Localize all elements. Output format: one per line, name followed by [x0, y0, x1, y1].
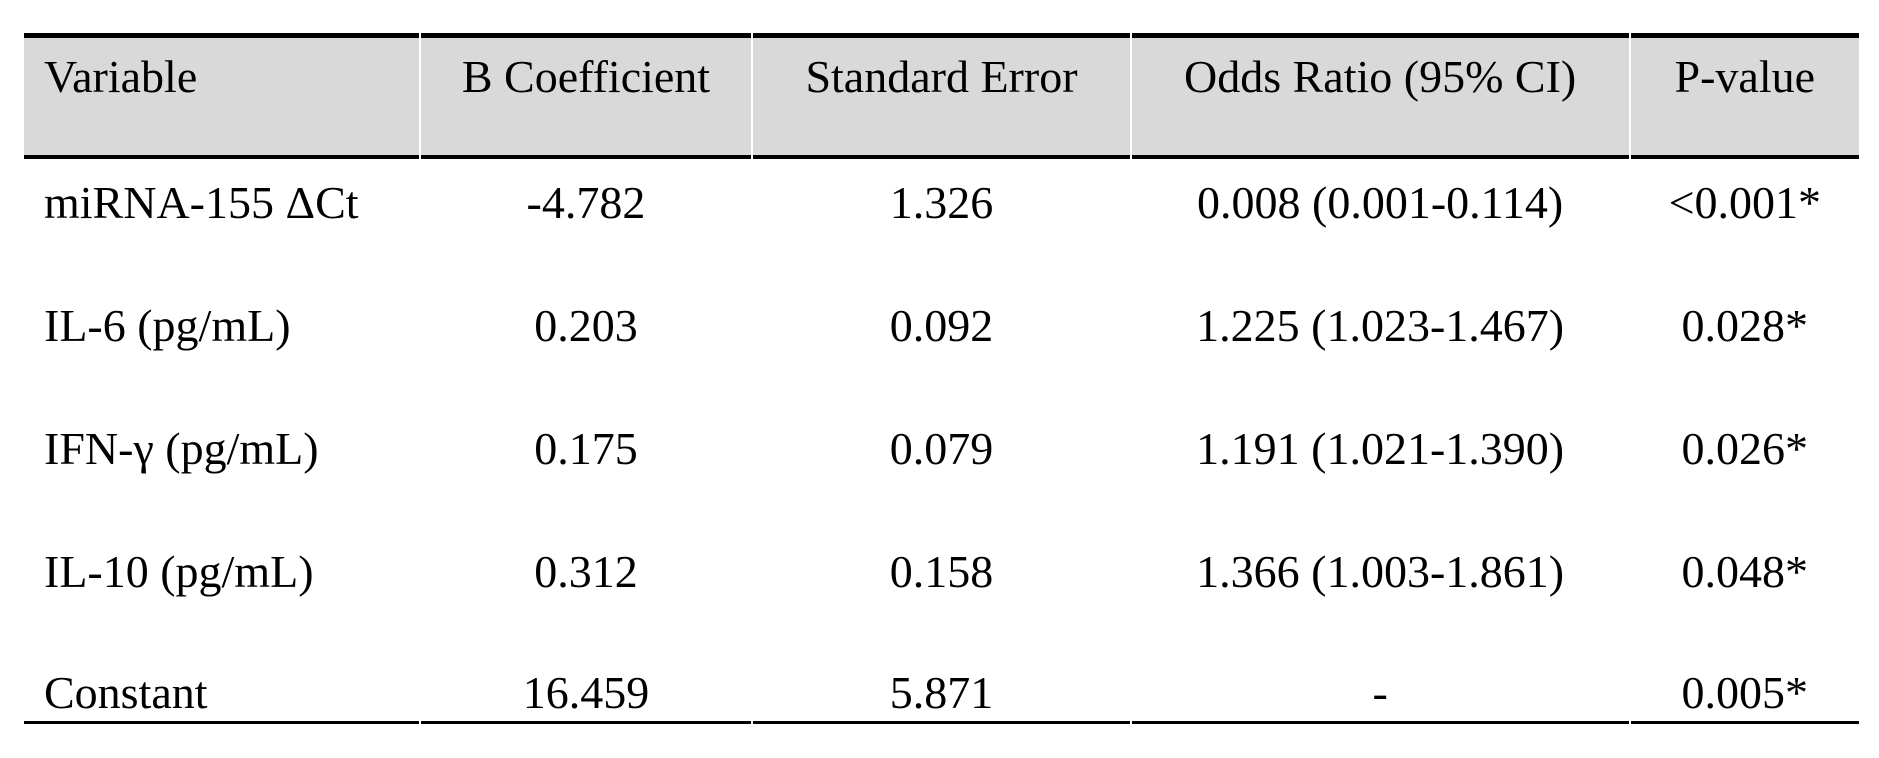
cell-odds-ratio: 0.008 (0.001-0.114) [1131, 159, 1629, 282]
cell-p-value: 0.048* [1630, 528, 1859, 651]
cell-standard-error: 1.326 [753, 159, 1130, 282]
table-row: IFN-γ (pg/mL) 0.175 0.079 1.191 (1.021-1… [24, 405, 1859, 528]
column-header-p-value: P-value [1630, 33, 1859, 159]
cell-standard-error: 0.079 [753, 405, 1130, 528]
table-body: miRNA-155 ΔCt -4.782 1.326 0.008 (0.001-… [24, 159, 1859, 724]
cell-p-value: <0.001* [1630, 159, 1859, 282]
cell-variable: IL-10 (pg/mL) [24, 528, 419, 651]
cell-p-value: 0.028* [1630, 282, 1859, 405]
cell-odds-ratio: 1.366 (1.003-1.861) [1131, 528, 1629, 651]
regression-results-table: Variable B Coefficient Standard Error Od… [22, 33, 1861, 724]
cell-standard-error: 0.092 [753, 282, 1130, 405]
cell-b-coefficient: -4.782 [420, 159, 752, 282]
cell-b-coefficient: 0.312 [420, 528, 752, 651]
cell-b-coefficient: 0.203 [420, 282, 752, 405]
cell-standard-error: 5.871 [753, 651, 1130, 724]
cell-odds-ratio: 1.191 (1.021-1.390) [1131, 405, 1629, 528]
cell-odds-ratio: - [1131, 651, 1629, 724]
column-header-standard-error: Standard Error [753, 33, 1130, 159]
cell-standard-error: 0.158 [753, 528, 1130, 651]
column-header-odds-ratio: Odds Ratio (95% CI) [1131, 33, 1629, 159]
table-header: Variable B Coefficient Standard Error Od… [24, 33, 1859, 159]
cell-variable: IFN-γ (pg/mL) [24, 405, 419, 528]
cell-p-value: 0.005* [1630, 651, 1859, 724]
column-header-b-coefficient: B Coefficient [420, 33, 752, 159]
cell-variable: Constant [24, 651, 419, 724]
table-row: IL-6 (pg/mL) 0.203 0.092 1.225 (1.023-1.… [24, 282, 1859, 405]
column-header-variable: Variable [24, 33, 419, 159]
table-row: IL-10 (pg/mL) 0.312 0.158 1.366 (1.003-1… [24, 528, 1859, 651]
cell-variable: miRNA-155 ΔCt [24, 159, 419, 282]
cell-b-coefficient: 16.459 [420, 651, 752, 724]
cell-odds-ratio: 1.225 (1.023-1.467) [1131, 282, 1629, 405]
header-row: Variable B Coefficient Standard Error Od… [24, 33, 1859, 159]
table-row: Constant 16.459 5.871 - 0.005* [24, 651, 1859, 724]
table-row: miRNA-155 ΔCt -4.782 1.326 0.008 (0.001-… [24, 159, 1859, 282]
cell-p-value: 0.026* [1630, 405, 1859, 528]
cell-b-coefficient: 0.175 [420, 405, 752, 528]
cell-variable: IL-6 (pg/mL) [24, 282, 419, 405]
